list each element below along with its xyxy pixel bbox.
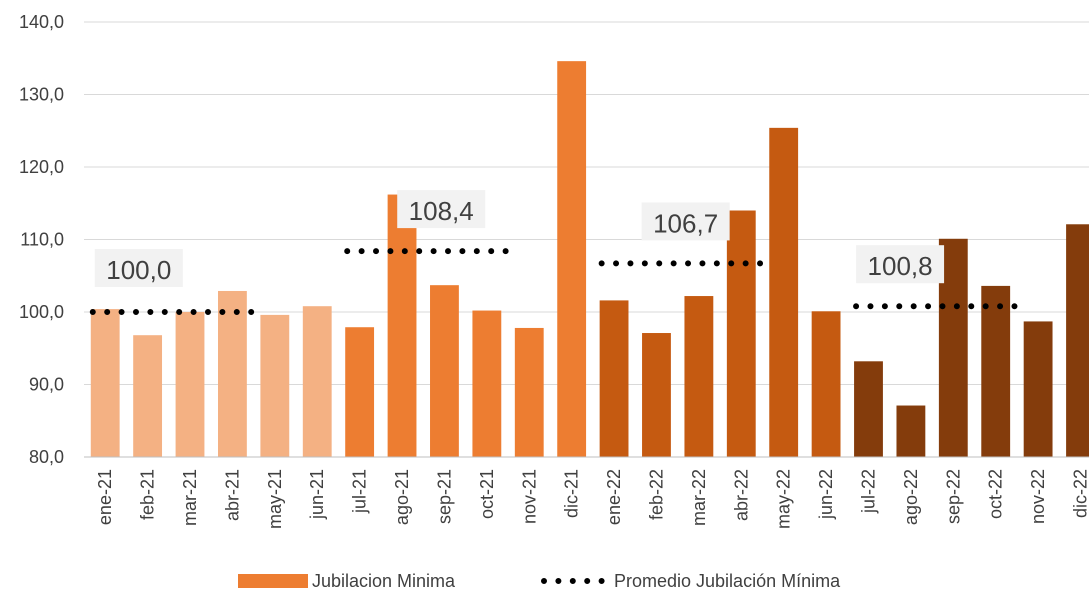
x-tick-label: oct-22 — [986, 469, 1006, 519]
bar — [854, 361, 883, 457]
x-tick-label: dic-22 — [1071, 469, 1089, 518]
x-tick-label: ene-22 — [604, 469, 624, 525]
x-tick-label: ene-21 — [95, 469, 115, 525]
average-label-box — [94, 249, 183, 287]
bar — [981, 285, 1011, 457]
y-tick-label: 80,0 — [29, 447, 64, 467]
x-tick-label: mar-21 — [180, 469, 200, 526]
y-tick-label: 110,0 — [20, 230, 64, 250]
average-label: 106,7 — [653, 208, 718, 238]
bar — [811, 311, 841, 457]
x-tick-label: nov-22 — [1028, 469, 1048, 524]
bar — [133, 335, 163, 457]
average-lines: 100,0 108,4 106,7 100,8 — [89, 190, 1027, 315]
x-axis: ene-21 feb-21 mar-21 abr-21 may-21 jun-21 jul-… — [84, 456, 1089, 529]
y-tick-label: 140,0 — [19, 12, 64, 32]
x-tick-label: feb-22 — [646, 469, 666, 520]
y-tick-label: 130,0 — [19, 85, 64, 105]
x-tick-label: may-21 — [265, 469, 285, 529]
x-tick-label: jun-21 — [307, 469, 327, 520]
y-tick-label: 120,0 — [19, 157, 64, 177]
average-label-box — [856, 245, 945, 284]
bar — [472, 310, 502, 457]
x-tick-label: feb-21 — [138, 469, 158, 520]
bar — [769, 127, 799, 457]
bar — [387, 194, 417, 458]
bar — [599, 300, 629, 457]
bar — [896, 405, 926, 457]
y-tick-label: 90,0 — [29, 375, 64, 395]
y-axis: 80,0 90,0 100,0 110,0 120,0 130,0 140,0 — [19, 12, 64, 467]
legend-label: Jubilacion Minima — [312, 571, 456, 591]
bar — [684, 296, 714, 457]
y-tick-label: 100,0 — [19, 302, 64, 322]
x-tick-label: dic-21 — [562, 469, 582, 518]
bar — [345, 327, 375, 457]
bar — [430, 285, 459, 457]
x-tick-label: jun-22 — [816, 469, 836, 520]
bar — [260, 314, 290, 457]
legend: Jubilacion Minima Promedio Jubilación Mín… — [238, 571, 841, 591]
legend-label: Promedio Jubilación Mínima — [614, 571, 841, 591]
bar — [642, 333, 671, 457]
average-label: 108,4 — [409, 196, 474, 226]
x-tick-label: jul-22 — [858, 469, 878, 514]
x-tick-label: sep-21 — [434, 469, 454, 524]
bar — [175, 312, 205, 457]
bar — [1023, 321, 1053, 457]
x-tick-label: oct-21 — [477, 469, 497, 519]
x-tick-label: mar-22 — [689, 469, 709, 526]
bar — [514, 327, 544, 457]
x-tick-label: ago-22 — [901, 469, 921, 525]
average-label-box — [397, 190, 486, 229]
x-tick-label: jul-21 — [350, 469, 370, 514]
average-label-box — [641, 202, 730, 241]
x-tick-label: abr-22 — [731, 469, 751, 521]
bar — [1066, 224, 1089, 457]
x-tick-label: ago-21 — [392, 469, 412, 525]
bar — [218, 290, 247, 457]
legend-swatch-bar — [238, 574, 308, 588]
bar — [302, 306, 332, 457]
bar — [726, 210, 756, 457]
x-tick-label: sep-22 — [943, 469, 963, 524]
x-tick-label: nov-21 — [519, 469, 539, 524]
bar — [90, 309, 120, 457]
x-tick-label: may-22 — [774, 469, 794, 529]
x-tick-label: abr-21 — [222, 469, 242, 521]
bar — [557, 61, 587, 458]
bars — [90, 61, 1089, 458]
average-label: 100,8 — [868, 251, 933, 281]
average-label: 100,0 — [106, 255, 171, 285]
